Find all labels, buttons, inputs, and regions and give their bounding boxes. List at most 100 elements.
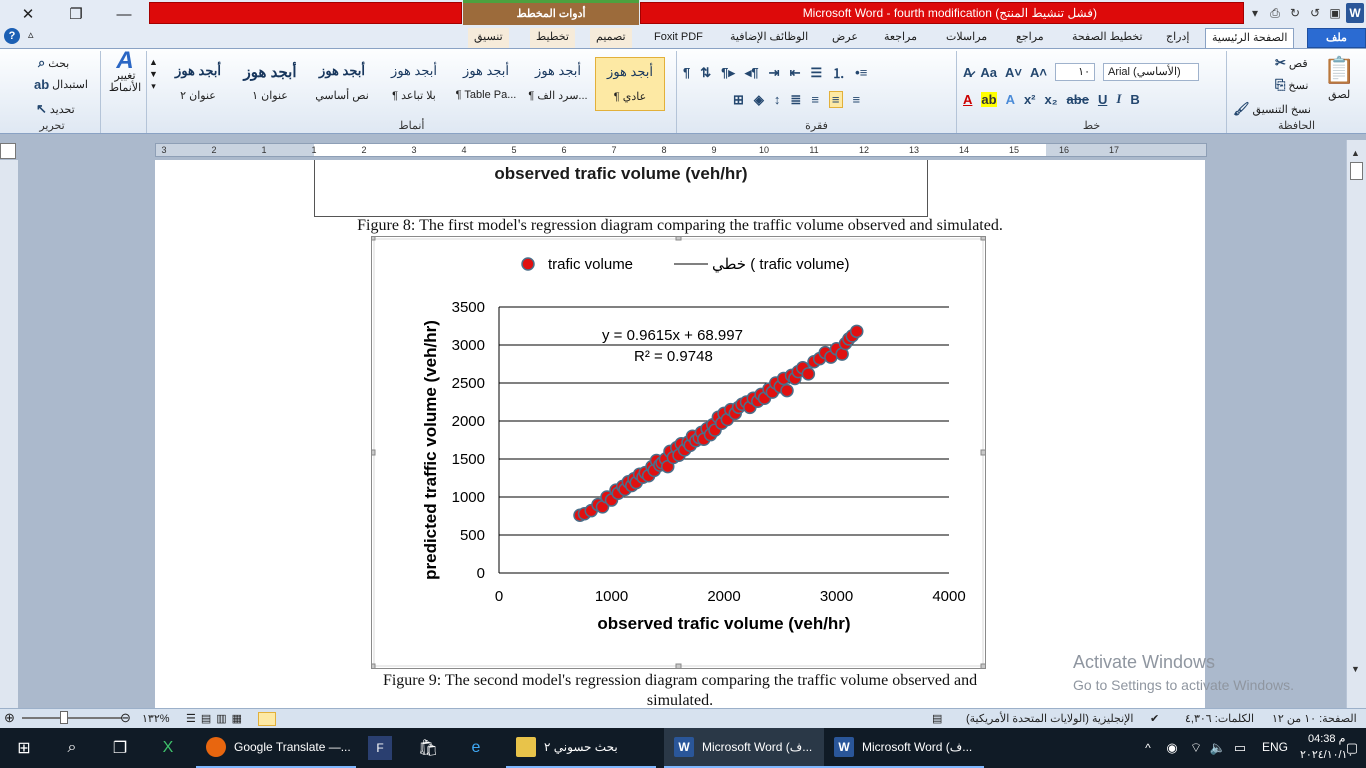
notifications-icon[interactable]: ▢ xyxy=(1345,740,1359,755)
styles-scroll[interactable]: ▲ ▼ ▾ xyxy=(149,57,158,92)
redo-icon[interactable]: ↻ xyxy=(1289,6,1301,20)
language-status[interactable]: الإنجليزية (الولايات المتحدة الأمريكية) xyxy=(966,713,1134,725)
macro-icon[interactable]: ▤ xyxy=(932,713,943,725)
save-icon[interactable]: ▣ xyxy=(1329,6,1341,20)
cut-button[interactable]: ✂ قص xyxy=(1275,55,1308,70)
align-right-icon[interactable]: ≡ xyxy=(852,92,861,107)
justify-icon[interactable]: ≣ xyxy=(790,91,802,107)
scroll-thumb[interactable] xyxy=(1350,162,1363,180)
undo-icon[interactable]: ↺ xyxy=(1309,6,1321,20)
strikethrough-button[interactable]: abe xyxy=(1066,91,1089,107)
clock[interactable]: 04:38 م ٢٠٢٤/١٠/١٠ xyxy=(1300,731,1353,763)
bullets-icon[interactable]: •≡ xyxy=(855,65,868,80)
help-icon[interactable]: ? xyxy=(4,28,20,44)
highlight-icon[interactable]: ab xyxy=(981,91,997,107)
tab-insert[interactable]: إدراج xyxy=(1166,31,1190,43)
minimize-button[interactable]: — xyxy=(116,5,132,23)
sort-icon[interactable]: ⇅ xyxy=(700,64,712,80)
pilcrow-icon[interactable]: ¶ xyxy=(683,65,691,80)
previous-chart-fragment[interactable]: 0 1000 2000 3000 4000 observed trafic vo… xyxy=(314,160,928,217)
restore-button[interactable]: ❐ xyxy=(69,6,83,23)
copy-button[interactable]: ⎘ نسخ xyxy=(1275,77,1309,92)
style-table-paragraph[interactable]: أبجد هوز ¶ Table Pa... xyxy=(455,63,517,101)
rtl-icon[interactable]: ◂¶ xyxy=(744,64,759,80)
numbering-icon[interactable]: ⒈ xyxy=(832,66,846,81)
network-icon[interactable]: ◉ xyxy=(1166,740,1178,755)
multilevel-list-icon[interactable]: ☰ xyxy=(810,64,823,80)
print-icon[interactable]: ⎙ xyxy=(1270,5,1280,20)
tab-format[interactable]: تنسيق xyxy=(468,28,509,48)
battery-icon[interactable]: ▭ xyxy=(1233,740,1247,755)
zoom-in-icon[interactable]: ⊕ xyxy=(4,710,15,725)
scroll-up-arrow[interactable]: ▲ xyxy=(1351,148,1360,158)
regression-chart[interactable]: 0 500 1000 1500 2000 2500 3000 3500 0 1000 2000 300… xyxy=(372,237,985,668)
excel-icon[interactable]: X xyxy=(162,739,174,756)
tab-page-layout[interactable]: تخطيط الصفحة xyxy=(1072,31,1143,43)
font-size-box[interactable]: ١٠ xyxy=(1054,63,1095,81)
page-number[interactable]: الصفحة: ١٠ من ١٢ xyxy=(1272,713,1357,725)
shading-icon[interactable]: ◈ xyxy=(753,91,764,107)
vertical-scrollbar[interactable]: ▲ ▼ xyxy=(1346,140,1366,708)
zoom-level[interactable]: ١٣٢% xyxy=(142,713,170,725)
tab-selector[interactable] xyxy=(0,143,16,159)
superscript-button[interactable]: x² xyxy=(1023,91,1036,107)
subscript-button[interactable]: x₂ xyxy=(1044,91,1058,107)
tab-addins[interactable]: الوظائف الإضافية xyxy=(730,31,809,43)
wifi-icon[interactable]: ⌔ xyxy=(1189,740,1203,755)
store-icon[interactable]: 🛍 xyxy=(417,740,439,757)
line-spacing-icon[interactable]: ↕ xyxy=(773,92,781,107)
change-styles-button[interactable]: A تغيير الأنماط xyxy=(108,47,142,95)
input-language[interactable]: ENG xyxy=(1262,740,1289,754)
select-button[interactable]: ↖ تحديد xyxy=(36,101,75,116)
customize-qat-icon[interactable]: ▾ xyxy=(1251,6,1259,20)
zoom-slider-thumb[interactable] xyxy=(60,711,68,724)
document-page[interactable]: 0 1000 2000 3000 4000 observed trafic vo… xyxy=(155,160,1205,708)
tab-design[interactable]: تصميم xyxy=(590,28,632,48)
find-button[interactable]: ⌕ بحث xyxy=(38,55,70,70)
change-case-icon[interactable]: Aa xyxy=(980,64,998,80)
style-heading-1[interactable]: أبجد هوز عنوان ١ xyxy=(243,64,297,102)
proofing-icon[interactable]: ✔ xyxy=(1150,713,1160,725)
paste-button[interactable]: 📋 لصق xyxy=(1323,55,1356,101)
align-left-icon[interactable]: ≡ xyxy=(811,92,819,107)
tray-chevron-icon[interactable]: ^ xyxy=(1145,741,1151,755)
grow-font-icon[interactable]: A˄ xyxy=(1030,64,1047,80)
view-buttons[interactable]: ☰▤▥▦ xyxy=(186,713,248,725)
tab-mailings[interactable]: مراسلات xyxy=(946,31,988,43)
align-center-icon[interactable]: ≡ xyxy=(828,91,843,108)
taskbar-word-2[interactable]: W Microsoft Word (ف... xyxy=(824,728,984,768)
chart-frame[interactable]: 0 500 1000 1500 2000 2500 3000 3500 0 1000 2000 300… xyxy=(371,236,986,669)
shrink-font-icon[interactable]: A˅ xyxy=(1005,64,1022,80)
tab-references[interactable]: مراجع xyxy=(1016,31,1044,43)
format-painter-button[interactable]: 🖌 نسخ التنسيق xyxy=(1233,101,1311,116)
print-layout-view-icon[interactable] xyxy=(258,712,276,726)
tab-review[interactable]: مراجعة xyxy=(884,31,918,43)
decrease-indent-icon[interactable]: ⇤ xyxy=(789,64,801,80)
taskbar-word-1[interactable]: W Microsoft Word (ف... xyxy=(664,728,824,768)
tab-file[interactable]: ملف xyxy=(1307,28,1366,48)
bold-button[interactable]: B xyxy=(1130,91,1140,107)
increase-indent-icon[interactable]: ⇥ xyxy=(768,64,780,80)
scroll-down-arrow[interactable]: ▼ xyxy=(1351,664,1360,674)
search-icon[interactable]: ⌕ xyxy=(67,739,77,756)
start-icon[interactable]: ⊞ xyxy=(17,740,31,757)
text-effects-icon[interactable]: A xyxy=(1005,91,1015,107)
zoom-out-icon[interactable]: ⊖ xyxy=(120,710,131,725)
tab-home[interactable]: الصفحة الرئيسية xyxy=(1205,28,1295,49)
tab-view[interactable]: عرض xyxy=(832,31,858,43)
font-name-box[interactable]: Arial (الأساسي) xyxy=(1102,63,1199,81)
minimize-ribbon-icon[interactable]: ▵ xyxy=(28,29,34,41)
edge-icon[interactable]: e xyxy=(471,739,481,756)
pdf-app-icon[interactable]: F xyxy=(368,736,392,760)
task-view-icon[interactable]: ❐ xyxy=(112,740,128,757)
italic-button[interactable]: I xyxy=(1116,91,1122,106)
ltr-icon[interactable]: ¶▸ xyxy=(721,64,735,80)
style-normal[interactable]: أبجد هوز ¶ عادي xyxy=(595,57,665,111)
clear-format-icon[interactable]: A̷ xyxy=(963,64,973,80)
word-count[interactable]: الكلمات: ٤,٣٠٦ xyxy=(1185,713,1255,725)
tab-foxit-pdf[interactable]: Foxit PDF xyxy=(654,31,703,43)
volume-icon[interactable]: 🔈 xyxy=(1209,740,1227,755)
horizontal-ruler[interactable]: 3 2 1 1 2 3 4 5 6 7 8 9 10 11 12 13 14 15 16 17 xyxy=(155,143,1207,157)
style-heading-2[interactable]: أبجد هوز عنوان ٢ xyxy=(175,63,221,102)
replace-button[interactable]: ab استبدال xyxy=(34,77,88,92)
